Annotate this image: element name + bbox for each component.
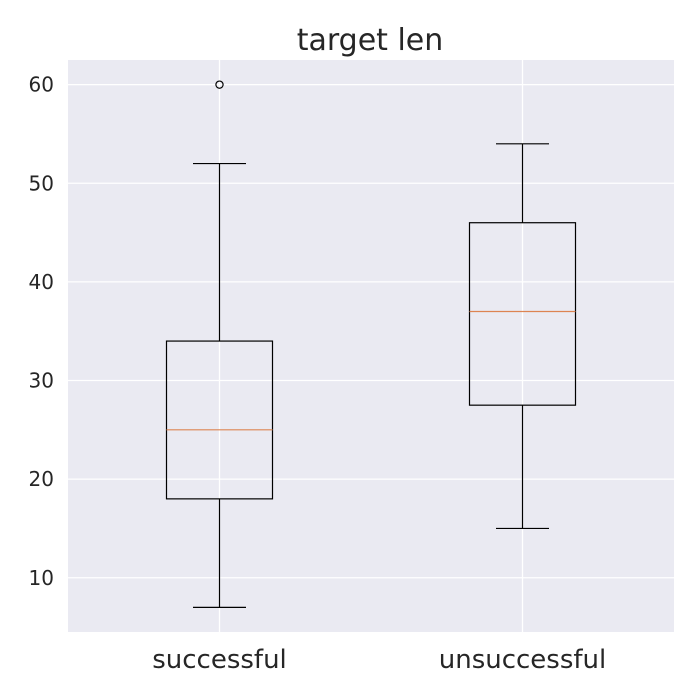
iqr-box xyxy=(165,340,274,500)
y-tick-label: 10 xyxy=(29,566,54,590)
plot-area xyxy=(68,60,674,632)
y-tick-label: 30 xyxy=(29,369,54,393)
grid-lines xyxy=(68,60,674,632)
x-category-label: unsuccessful xyxy=(439,645,607,675)
boxes xyxy=(165,80,577,608)
iqr-box xyxy=(468,222,577,406)
box-unsuccessful xyxy=(468,143,577,530)
y-tick-label: 50 xyxy=(29,171,54,195)
outlier-point xyxy=(215,80,224,89)
box-successful xyxy=(165,80,274,608)
chart-title: target len xyxy=(297,23,444,58)
x-category-label: successful xyxy=(152,645,287,675)
y-tick-label: 60 xyxy=(29,73,54,97)
y-tick-label: 40 xyxy=(29,270,54,294)
x-axis: successful unsuccessful xyxy=(152,645,606,675)
y-tick-label: 20 xyxy=(29,467,54,491)
y-axis: 10 20 30 40 50 60 xyxy=(29,73,54,590)
